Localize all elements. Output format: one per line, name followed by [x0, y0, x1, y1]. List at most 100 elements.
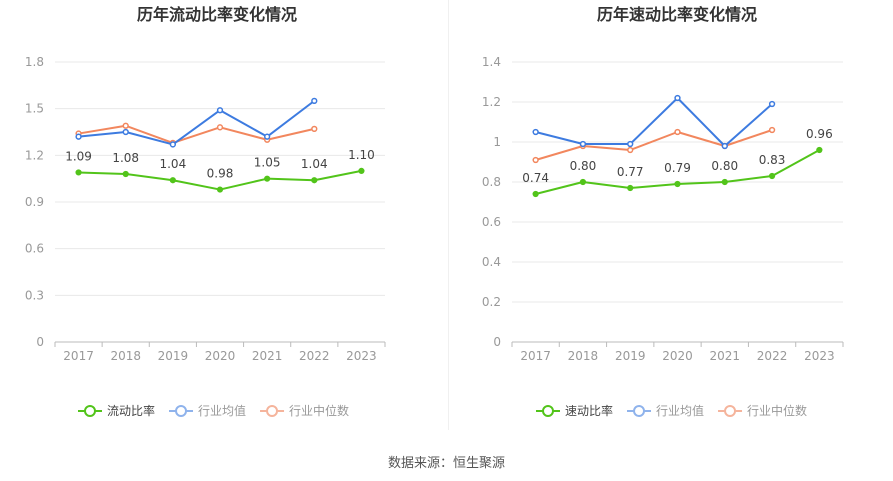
- data-point-primary: [122, 170, 129, 178]
- data-point-industry-avg: [122, 128, 129, 136]
- legend-label: 流动比率: [107, 403, 155, 418]
- legend-marker: [266, 405, 279, 417]
- data-label: 1.10: [348, 148, 375, 162]
- data-point-primary: [721, 178, 728, 186]
- data-point-primary: [627, 184, 634, 192]
- data-point-industry-median: [216, 124, 224, 131]
- data-point-industry-avg: [721, 142, 728, 150]
- x-tick-label: 2021: [252, 349, 283, 363]
- data-label: 0.80: [711, 159, 738, 173]
- data-point-industry-avg: [532, 128, 539, 136]
- y-tick-label: 1.8: [25, 55, 44, 69]
- data-label: 1.08: [112, 151, 139, 165]
- data-label: 1.05: [254, 156, 281, 170]
- y-tick-label: 0: [36, 335, 44, 349]
- legend-label: 行业均值: [656, 403, 704, 418]
- legend-marker: [724, 405, 737, 417]
- data-source-note: 数据来源：恒生聚源: [387, 456, 505, 471]
- data-point-industry-avg: [768, 100, 776, 108]
- data-point-industry-avg: [579, 140, 587, 148]
- y-tick-label: 0.8: [482, 175, 501, 189]
- x-tick-label: 2017: [520, 349, 551, 363]
- x-tick-label: 2020: [205, 349, 236, 363]
- y-tick-label: 0.3: [25, 288, 44, 302]
- y-tick-label: 0.6: [25, 242, 44, 256]
- data-point-industry-avg: [216, 107, 224, 114]
- legend-item: 行业中位数: [718, 403, 807, 418]
- y-tick-label: 1.2: [25, 148, 44, 162]
- y-tick-label: 1.5: [25, 102, 44, 116]
- legend-marker: [84, 405, 96, 417]
- data-point-industry-avg: [674, 94, 681, 102]
- legend-marker: [542, 405, 554, 417]
- legend-item: 行业中位数: [260, 403, 349, 418]
- x-tick-label: 2018: [568, 349, 599, 363]
- legend-item: 行业均值: [169, 403, 246, 418]
- data-point-primary: [169, 177, 176, 184]
- legend-label: 行业均值: [198, 403, 246, 418]
- data-point-primary: [75, 169, 82, 176]
- series-line-industry-avg: [535, 97, 773, 147]
- data-point-industry-median: [627, 146, 634, 154]
- series-line-industry-avg: [78, 100, 315, 146]
- legend-item: 速动比率: [536, 403, 613, 418]
- data-point-primary: [311, 177, 318, 184]
- data-label: 1.09: [65, 149, 92, 163]
- data-point-industry-median: [768, 126, 776, 134]
- legend-marker: [633, 405, 646, 417]
- y-tick-label: 0.2: [482, 295, 501, 309]
- data-point-industry-avg: [169, 141, 177, 148]
- data-label: 1.04: [159, 157, 186, 171]
- data-label: 0.80: [570, 159, 597, 173]
- x-tick-label: 2021: [710, 349, 741, 363]
- x-tick-label: 2019: [158, 349, 189, 363]
- x-tick-label: 2023: [346, 349, 377, 363]
- y-tick-label: 0.9: [25, 195, 44, 209]
- data-point-primary: [216, 186, 224, 193]
- y-tick-label: 1.2: [482, 95, 501, 109]
- x-tick-label: 2023: [804, 349, 835, 363]
- y-tick-label: 0.4: [482, 255, 501, 269]
- data-label: 0.74: [522, 171, 549, 185]
- data-point-industry-avg: [75, 133, 82, 140]
- x-tick-label: 2019: [615, 349, 646, 363]
- legend-label: 速动比率: [565, 403, 613, 418]
- data-label: 1.04: [301, 157, 328, 171]
- series-line-industry-median: [78, 124, 315, 144]
- data-point-industry-median: [674, 128, 681, 136]
- data-point-industry-median: [122, 122, 129, 129]
- data-label: 0.83: [759, 153, 786, 167]
- data-point-primary: [358, 167, 365, 174]
- data-point-primary: [816, 146, 823, 154]
- data-label: 0.77: [617, 165, 644, 179]
- y-tick-label: 1.4: [482, 55, 501, 69]
- data-point-industry-median: [311, 125, 318, 133]
- legend-item: 流动比率: [78, 403, 155, 418]
- data-point-industry-avg: [627, 140, 634, 148]
- x-tick-label: 2022: [757, 349, 788, 363]
- data-label: 0.98: [207, 167, 234, 181]
- legend-marker: [175, 405, 188, 417]
- panel-divider: [448, 0, 449, 430]
- chart-title: 历年速动比率变化情况: [597, 5, 757, 24]
- data-label: 0.96: [806, 127, 833, 141]
- chart-panel-2: 历年速动比率变化情况 0 0.2 0.4 0.6 0.8 1 1.2 1.4 2017 2018 20…: [482, 5, 844, 418]
- x-tick-label: 2020: [662, 349, 693, 363]
- series-line-industry-median: [535, 129, 773, 161]
- data-point-industry-avg: [311, 97, 318, 105]
- chart-panel-1: 历年流动比率变化情况 0 0.3 0.6 0.9 1.2 1.5 1.8 2017 2018 201…: [25, 5, 386, 418]
- legend-item: 行业均值: [627, 403, 704, 418]
- chart-title: 历年流动比率变化情况: [137, 5, 297, 24]
- data-point-industry-median: [532, 156, 539, 164]
- data-point-primary: [674, 180, 681, 188]
- y-tick-label: 0.6: [482, 215, 501, 229]
- x-tick-label: 2018: [110, 349, 141, 363]
- legend-label: 行业中位数: [289, 403, 349, 418]
- x-tick-label: 2022: [299, 349, 330, 363]
- x-tick-label: 2017: [63, 349, 94, 363]
- data-point-primary: [532, 190, 539, 198]
- data-point-primary: [264, 175, 271, 182]
- y-tick-label: 1: [493, 135, 501, 149]
- data-point-primary: [768, 172, 776, 180]
